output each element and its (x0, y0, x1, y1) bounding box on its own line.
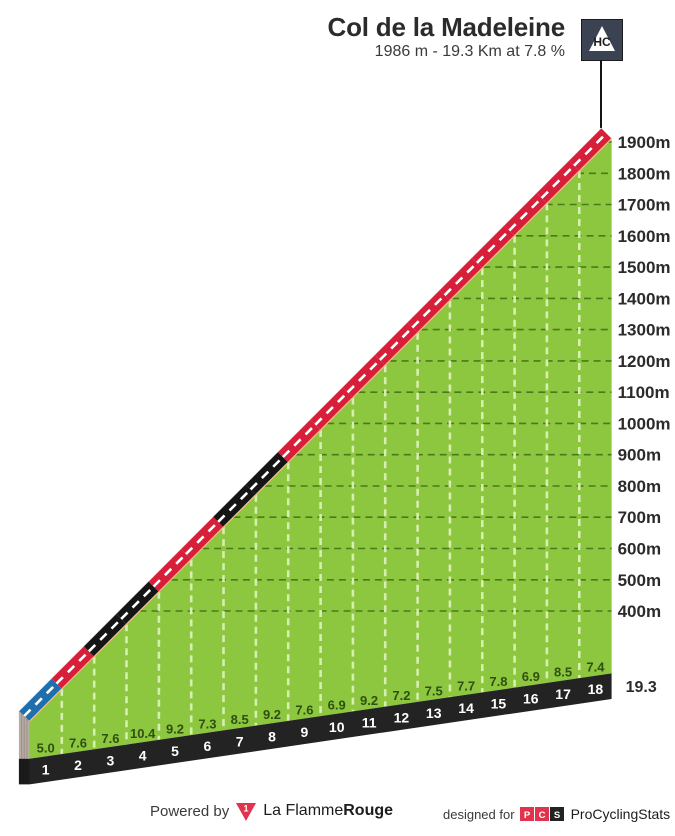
svg-text:16: 16 (523, 691, 539, 707)
svg-text:5.0: 5.0 (37, 740, 55, 755)
svg-text:1200m: 1200m (618, 352, 671, 371)
svg-text:19.3: 19.3 (626, 679, 657, 696)
svg-text:10: 10 (329, 719, 345, 735)
svg-text:500m: 500m (618, 571, 661, 590)
svg-text:9.2: 9.2 (360, 693, 378, 708)
svg-text:7.8: 7.8 (489, 674, 507, 689)
svg-text:2: 2 (74, 757, 82, 773)
svg-text:S: S (553, 810, 559, 821)
svg-text:P: P (523, 810, 530, 821)
svg-text:10.4: 10.4 (130, 726, 156, 741)
svg-text:14: 14 (458, 700, 474, 716)
svg-text:800m: 800m (618, 477, 661, 496)
svg-text:7.3: 7.3 (198, 717, 216, 732)
svg-text:600m: 600m (618, 540, 661, 559)
svg-text:1000m: 1000m (618, 414, 671, 433)
svg-text:1: 1 (42, 762, 50, 778)
svg-text:1100m: 1100m (618, 383, 670, 402)
svg-text:7: 7 (236, 733, 244, 749)
svg-text:5: 5 (171, 743, 179, 759)
svg-text:7.2: 7.2 (392, 688, 410, 703)
svg-text:900m: 900m (618, 446, 661, 465)
svg-text:7.4: 7.4 (586, 660, 605, 675)
svg-text:7.7: 7.7 (457, 679, 475, 694)
svg-text:7.5: 7.5 (425, 684, 443, 699)
svg-text:11: 11 (362, 714, 377, 730)
svg-text:4: 4 (139, 748, 147, 764)
svg-text:400m: 400m (618, 602, 661, 621)
svg-text:6.9: 6.9 (328, 698, 346, 713)
svg-text:1700m: 1700m (618, 196, 671, 215)
svg-text:9.2: 9.2 (166, 722, 184, 737)
svg-text:15: 15 (491, 695, 507, 711)
svg-text:3: 3 (107, 752, 115, 768)
svg-text:1300m: 1300m (618, 321, 671, 340)
svg-text:1400m: 1400m (618, 289, 671, 308)
svg-text:18: 18 (588, 681, 604, 697)
svg-text:7.6: 7.6 (69, 736, 87, 751)
svg-text:8: 8 (268, 729, 276, 745)
svg-text:12: 12 (394, 710, 410, 726)
svg-text:7.6: 7.6 (101, 731, 119, 746)
svg-text:1600m: 1600m (618, 227, 671, 246)
svg-text:1900m: 1900m (618, 133, 671, 152)
svg-text:9.2: 9.2 (263, 707, 281, 722)
svg-text:17: 17 (555, 686, 571, 702)
svg-text:6.9: 6.9 (522, 669, 540, 684)
svg-text:13: 13 (426, 705, 442, 721)
svg-text:1500m: 1500m (618, 258, 671, 277)
svg-text:700m: 700m (618, 508, 661, 527)
svg-text:8.5: 8.5 (554, 665, 572, 680)
svg-text:C: C (538, 810, 545, 821)
svg-text:1: 1 (244, 804, 249, 814)
svg-text:1800m: 1800m (618, 164, 671, 183)
svg-text:6: 6 (204, 738, 212, 754)
svg-text:9: 9 (301, 724, 309, 740)
svg-text:7.6: 7.6 (295, 703, 313, 718)
svg-text:8.5: 8.5 (231, 712, 249, 727)
